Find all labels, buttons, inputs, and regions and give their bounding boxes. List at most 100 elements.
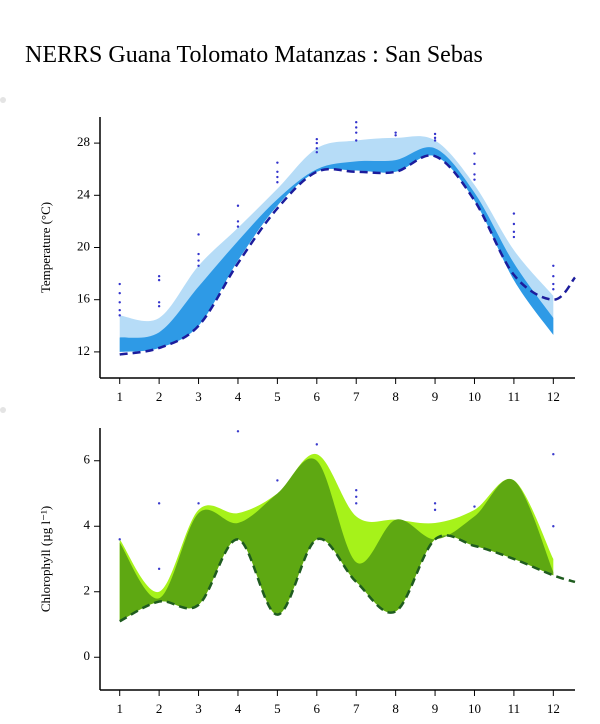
point — [197, 264, 200, 267]
point — [552, 453, 555, 456]
point — [473, 178, 476, 181]
point — [118, 308, 121, 312]
point — [118, 301, 121, 304]
x-tick-label: 11 — [508, 701, 521, 716]
point — [157, 305, 161, 308]
point — [315, 147, 319, 150]
point — [552, 275, 555, 278]
x-tick-label: 7 — [353, 701, 360, 716]
decoration-dot — [0, 407, 6, 413]
band — [119, 147, 554, 352]
point — [315, 137, 319, 141]
chart-title: NERRS Guana Tolomato Matanzas : San Seba… — [25, 42, 483, 68]
point — [552, 282, 555, 286]
point — [355, 495, 358, 498]
y-tick-label: 20 — [77, 238, 90, 253]
x-tick-label: 6 — [314, 389, 321, 404]
point — [157, 301, 161, 304]
point — [512, 230, 516, 234]
y-axis-label: Temperature (°C) — [38, 202, 53, 293]
point — [394, 131, 397, 134]
point — [433, 136, 437, 140]
point — [512, 222, 516, 226]
point — [433, 508, 437, 512]
x-tick-label: 8 — [392, 389, 399, 404]
point — [197, 233, 200, 236]
x-tick-label: 3 — [195, 701, 202, 716]
point — [433, 502, 437, 505]
point — [118, 538, 121, 541]
point — [276, 181, 279, 184]
point — [433, 132, 437, 136]
x-tick-label: 4 — [235, 701, 242, 716]
x-tick-label: 11 — [508, 389, 521, 404]
point — [236, 204, 240, 207]
y-tick-label: 0 — [84, 648, 91, 663]
x-tick-label: 2 — [156, 389, 163, 404]
x-tick-label: 10 — [468, 389, 481, 404]
point — [355, 121, 358, 124]
x-tick-label: 1 — [116, 701, 123, 716]
y-tick-label: 4 — [84, 517, 91, 532]
x-tick-label: 12 — [547, 701, 560, 716]
point — [157, 278, 161, 282]
point — [394, 134, 397, 137]
point — [276, 170, 279, 174]
y-tick-label: 6 — [84, 452, 91, 467]
point — [552, 288, 555, 291]
point — [236, 430, 240, 433]
band — [119, 458, 554, 622]
x-tick-label: 8 — [392, 701, 399, 716]
point — [355, 131, 358, 134]
point — [157, 275, 161, 278]
point — [236, 225, 240, 228]
x-tick-label: 12 — [547, 389, 560, 404]
x-tick-label: 4 — [235, 389, 242, 404]
point — [433, 139, 437, 142]
point — [512, 235, 516, 239]
x-tick-label: 1 — [116, 389, 123, 404]
x-tick-label: 10 — [468, 701, 481, 716]
point — [315, 141, 319, 145]
point — [118, 291, 121, 295]
x-tick-label: 6 — [314, 701, 321, 716]
line — [119, 534, 576, 623]
y-tick-label: 24 — [77, 186, 91, 201]
point — [157, 567, 161, 571]
point — [276, 479, 279, 482]
point — [197, 252, 200, 256]
point — [512, 212, 516, 215]
x-tick-label: 3 — [195, 389, 202, 404]
point — [355, 139, 358, 142]
point — [157, 502, 161, 505]
point — [315, 151, 319, 154]
point — [118, 282, 121, 286]
line — [119, 154, 576, 356]
x-tick-label: 2 — [156, 701, 163, 716]
point — [473, 173, 476, 176]
point — [276, 161, 279, 164]
point — [552, 264, 555, 267]
decoration-dot — [0, 97, 6, 103]
x-tick-label: 5 — [274, 701, 281, 716]
y-tick-label: 28 — [77, 134, 90, 149]
y-tick-label: 2 — [84, 583, 91, 598]
point — [355, 489, 358, 492]
point — [236, 220, 240, 223]
x-tick-label: 7 — [353, 389, 360, 404]
point — [197, 259, 200, 262]
x-tick-label: 9 — [432, 389, 439, 404]
point — [315, 443, 319, 446]
point — [118, 314, 121, 317]
point — [276, 175, 279, 179]
point — [473, 152, 476, 155]
y-tick-label: 12 — [77, 343, 90, 358]
x-tick-label: 9 — [432, 701, 439, 716]
point — [552, 525, 555, 528]
point — [197, 502, 200, 505]
y-axis-label: Chlorophyll (µg l⁻¹) — [38, 506, 53, 612]
point — [473, 162, 476, 166]
y-tick-label: 16 — [77, 291, 91, 306]
